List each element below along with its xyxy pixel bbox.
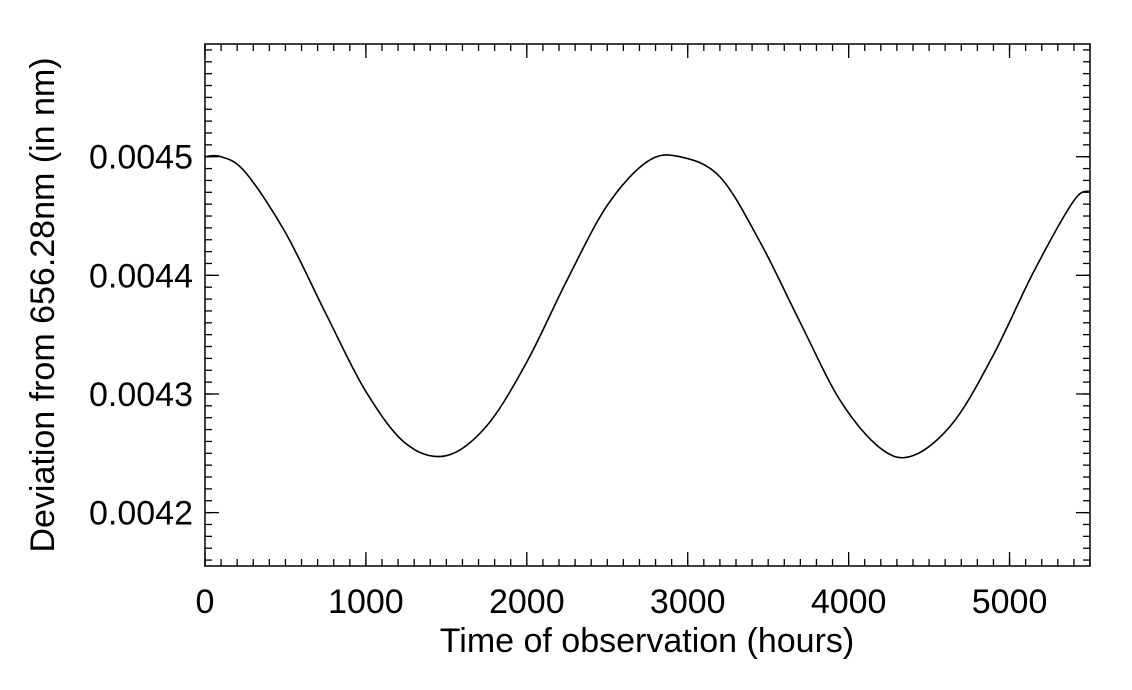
y-tick-label: 0.0044	[89, 257, 193, 295]
x-tick-label: 0	[196, 583, 215, 621]
y-tick-label: 0.0043	[89, 376, 193, 414]
y-tick-label: 0.0042	[89, 495, 193, 533]
y-axis-title: Deviation from 656.28nm (in nm)	[24, 57, 62, 552]
x-tick-labels: 0 1000 2000 3000 4000 5000	[196, 583, 1048, 621]
x-tick-label: 5000	[972, 583, 1048, 621]
major-ticks	[204, 44, 1090, 566]
plot-area	[204, 43, 1091, 567]
x-tick-label: 1000	[328, 583, 404, 621]
x-axis-title: Time of observation (hours)	[440, 622, 854, 660]
x-tick-label: 3000	[650, 583, 726, 621]
x-tick-label: 2000	[489, 583, 565, 621]
y-tick-label: 0.0045	[89, 139, 193, 177]
series-line	[204, 154, 1091, 459]
x-tick-label: 4000	[811, 583, 887, 621]
y-tick-labels: 0.0042 0.0043 0.0044 0.0045	[89, 139, 193, 533]
minor-ticks	[204, 44, 1091, 566]
